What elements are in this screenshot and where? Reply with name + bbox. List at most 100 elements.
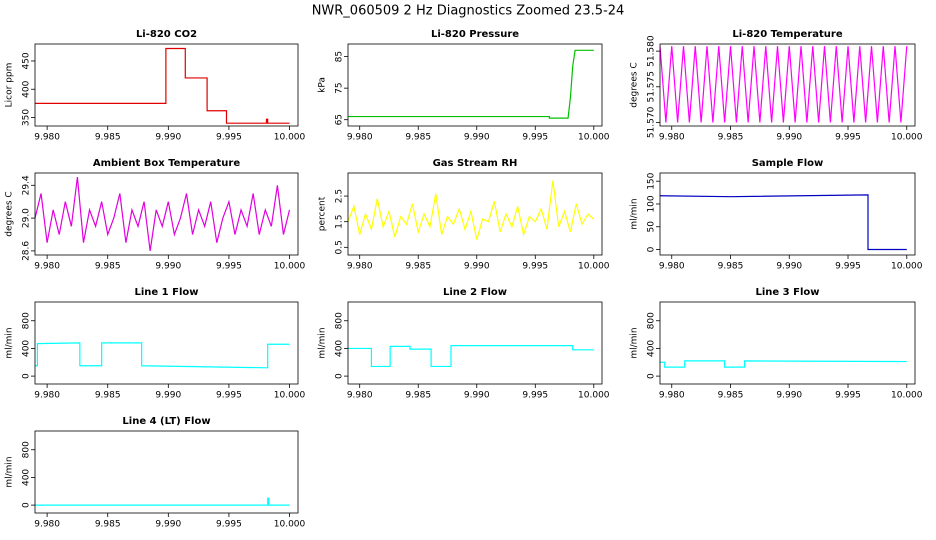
plot-area xyxy=(660,46,908,123)
x-tick-label: 9.995 xyxy=(522,391,548,401)
x-tick-label: 9.985 xyxy=(405,262,431,272)
x-tick-label: 9.985 xyxy=(405,133,431,143)
x-tick-label: 10.000 xyxy=(578,262,610,272)
y-tick-label: 51.570 xyxy=(647,106,657,138)
panel-title: Li-820 CO2 xyxy=(136,29,197,40)
y-tick-label: 0.5 xyxy=(335,240,345,254)
x-tick-label: 10.000 xyxy=(891,262,923,272)
plot-frame xyxy=(659,43,916,127)
y-tick-label: 400 xyxy=(335,340,345,357)
x-tick-label: 10.000 xyxy=(274,133,306,143)
data-line xyxy=(348,180,595,240)
plot-frame xyxy=(34,172,299,256)
y-tick-label: 400 xyxy=(22,469,32,486)
y-tick-label: 0 xyxy=(647,246,657,252)
x-tick-label: 9.980 xyxy=(347,262,373,272)
x-tick-label: 10.000 xyxy=(274,520,306,530)
plot-frame xyxy=(34,43,299,127)
x-tick-label: 9.990 xyxy=(776,133,802,143)
y-tick-label: 50 xyxy=(647,221,657,233)
panel-title: Sample Flow xyxy=(752,158,824,169)
plot-frame xyxy=(659,172,916,256)
data-line xyxy=(35,342,290,369)
x-tick-label: 9.980 xyxy=(659,391,685,401)
x-tick-label: 9.990 xyxy=(155,262,181,272)
x-tick-label: 9.980 xyxy=(34,391,60,401)
plot-area xyxy=(660,194,907,251)
x-tick-label: 9.980 xyxy=(34,133,60,143)
y-tick-label: 800 xyxy=(335,312,345,329)
y-tick-label: 800 xyxy=(22,441,32,458)
panel-title: Line 4 (LT) Flow xyxy=(122,416,210,427)
plot-area xyxy=(35,342,290,369)
x-tick-label: 9.995 xyxy=(835,262,861,272)
y-tick-label: 51.580 xyxy=(647,35,657,67)
x-tick-label: 9.990 xyxy=(776,391,802,401)
y-tick-label: 450 xyxy=(22,52,32,69)
plot-frame xyxy=(659,301,916,385)
y-tick-label: 28.6 xyxy=(22,241,32,261)
y-tick-label: 29.4 xyxy=(22,175,32,195)
y-axis-label: degrees C xyxy=(5,191,15,236)
y-tick-label: 1.5 xyxy=(335,215,345,229)
x-tick-label: 9.995 xyxy=(835,133,861,143)
y-axis-label: degrees C xyxy=(630,62,640,107)
plot-area xyxy=(660,360,907,368)
panel-title: Line 2 Flow xyxy=(443,287,507,298)
plot-frame xyxy=(34,301,299,385)
y-tick-label: 150 xyxy=(647,172,657,189)
y-tick-label: 800 xyxy=(647,312,657,329)
y-tick-label: 400 xyxy=(22,340,32,357)
x-tick-label: 10.000 xyxy=(578,133,610,143)
x-tick-label: 9.995 xyxy=(216,520,242,530)
x-tick-label: 9.985 xyxy=(718,262,744,272)
plot-area xyxy=(348,180,595,240)
data-line xyxy=(35,497,290,506)
plot-frame xyxy=(347,43,603,127)
data-line xyxy=(348,49,594,119)
y-axis-label: Licor ppm xyxy=(5,63,15,108)
x-tick-label: 10.000 xyxy=(274,391,306,401)
x-tick-label: 9.980 xyxy=(34,520,60,530)
x-tick-label: 9.985 xyxy=(405,391,431,401)
x-tick-label: 9.995 xyxy=(522,133,548,143)
panel-title: Ambient Box Temperature xyxy=(93,158,240,169)
x-tick-label: 9.990 xyxy=(464,262,490,272)
x-tick-label: 9.990 xyxy=(155,133,181,143)
y-tick-label: 51.575 xyxy=(647,71,657,103)
y-tick-label: 65 xyxy=(335,114,345,125)
y-tick-label: 0 xyxy=(22,373,32,379)
x-tick-label: 9.985 xyxy=(718,133,744,143)
y-tick-label: 0 xyxy=(647,373,657,379)
x-tick-label: 9.985 xyxy=(95,391,121,401)
y-tick-label: 100 xyxy=(647,195,657,212)
x-tick-label: 9.980 xyxy=(659,262,685,272)
data-line xyxy=(660,360,907,368)
x-tick-label: 9.985 xyxy=(718,391,744,401)
x-tick-label: 9.980 xyxy=(659,133,685,143)
y-tick-label: 0 xyxy=(335,373,345,379)
y-tick-label: 85 xyxy=(335,51,345,62)
plot-frame xyxy=(347,172,603,256)
y-axis-label: ml/min xyxy=(630,198,640,229)
plot-area xyxy=(35,177,291,251)
x-tick-label: 10.000 xyxy=(578,391,610,401)
x-tick-label: 9.990 xyxy=(155,520,181,530)
y-axis-label: ml/min xyxy=(5,456,15,487)
x-tick-label: 9.985 xyxy=(95,262,121,272)
plot-area xyxy=(348,345,594,368)
x-tick-label: 9.980 xyxy=(347,391,373,401)
panel-title: Line 1 Flow xyxy=(135,287,199,298)
plot-area xyxy=(35,47,290,124)
y-tick-label: 400 xyxy=(22,80,32,97)
x-tick-label: 9.990 xyxy=(464,133,490,143)
main-title: NWR_060509 2 Hz Diagnostics Zoomed 23.5-… xyxy=(312,4,625,19)
x-tick-label: 10.000 xyxy=(891,391,923,401)
x-tick-label: 9.995 xyxy=(835,391,861,401)
y-axis-label: ml/min xyxy=(630,327,640,358)
y-tick-label: 75 xyxy=(335,82,345,93)
plot-frame xyxy=(347,301,603,385)
x-tick-label: 9.995 xyxy=(522,262,548,272)
plot-area xyxy=(348,49,594,119)
